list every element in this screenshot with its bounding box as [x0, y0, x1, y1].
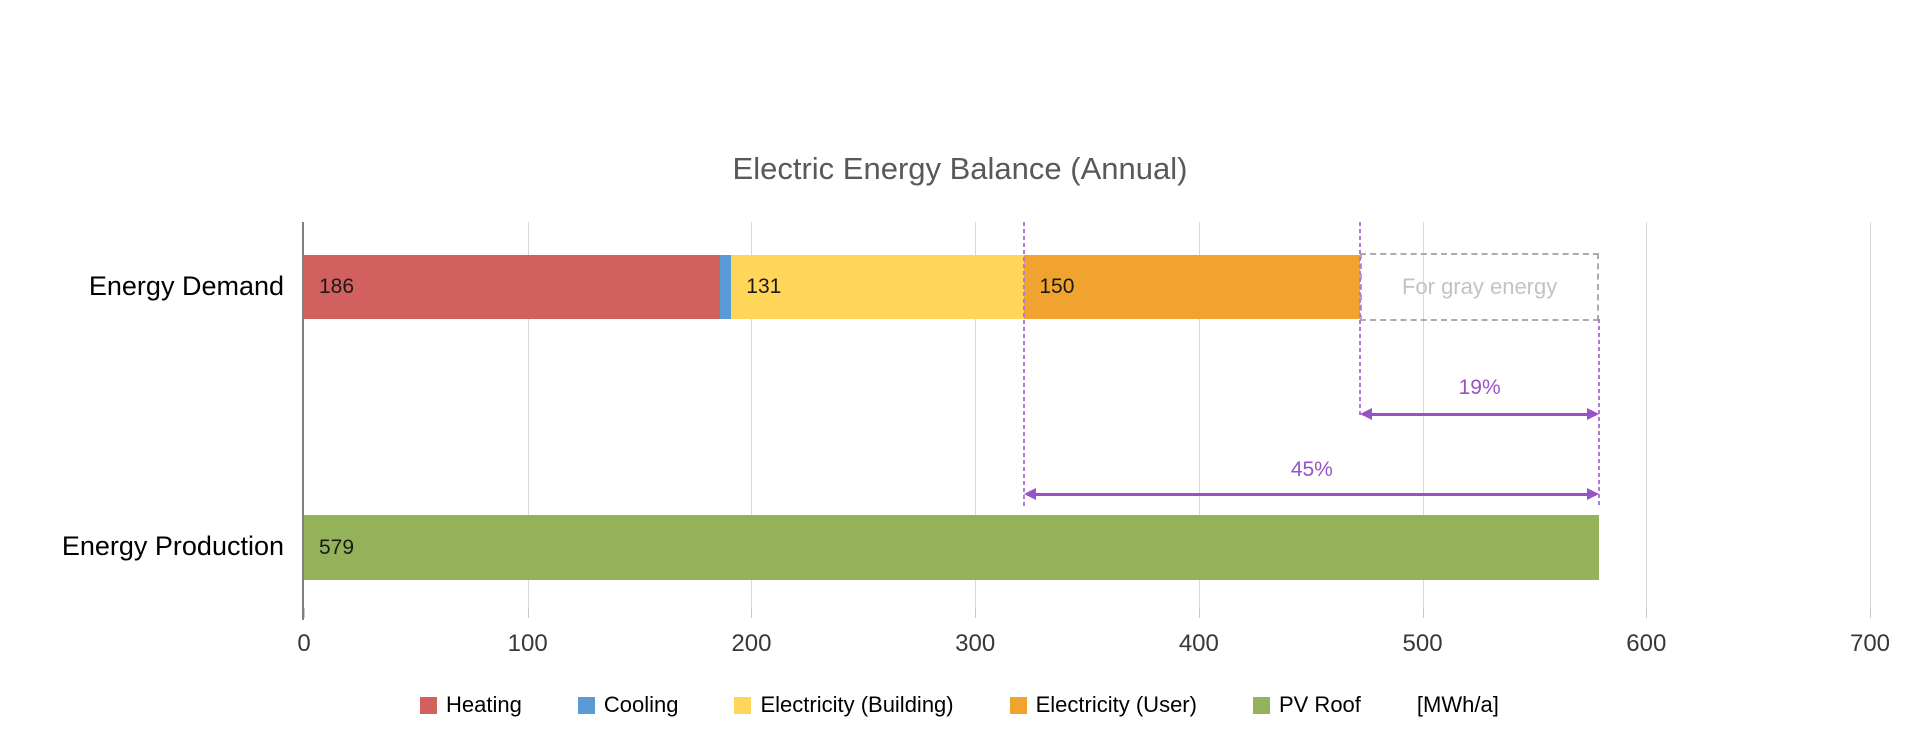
x-axis-tick-700 [1870, 608, 1871, 618]
gridline-400 [1198, 222, 1200, 608]
arrow-head-left-45 [1024, 488, 1037, 500]
chart-title: Electric Energy Balance (Annual) [732, 151, 1188, 186]
legend-label-pv-roof: PV Roof [1278, 692, 1361, 717]
guide-line-322 [1023, 222, 1026, 506]
gray-energy-label: For gray energy [1401, 274, 1558, 299]
x-axis-tick-500 [1422, 608, 1424, 618]
gridline-200 [751, 222, 753, 608]
bar-segment-heating: 186 [304, 255, 721, 319]
x-axis-tick-400 [1198, 608, 1200, 618]
legend-unit-label: [MWh/a] [1416, 692, 1499, 717]
gray-energy-box: For gray energy [1359, 253, 1600, 321]
x-axis-tick-300 [975, 608, 977, 618]
legend-label-electricity-user: Electricity (User) [1035, 692, 1197, 717]
bar-segment-cooling [720, 255, 732, 319]
x-axis-tick-200 [751, 608, 753, 618]
x-axis-tick-0 [304, 608, 305, 618]
legend-item-electricity-user: Electricity (User) [1009, 692, 1197, 718]
legend-label-electricity-building: Electricity (Building) [760, 692, 954, 717]
legend-swatch-electricity-building [734, 696, 752, 714]
category-label-energy-demand: Energy Demand [88, 271, 284, 301]
x-tick-label-0: 0 [297, 630, 311, 657]
gridline-600 [1646, 222, 1648, 608]
bar-value-label-heating: 186 [319, 275, 355, 298]
legend-item-electricity-building: Electricity (Building) [734, 692, 954, 718]
legend-item-pv-roof: PV Roof [1252, 692, 1361, 718]
legend-swatch-cooling [577, 696, 595, 714]
bar-segment-electricity-user: 150 [1024, 255, 1360, 319]
legend-label-heating: Heating [446, 692, 522, 717]
bar-value-label-electricity-user: 150 [1039, 275, 1075, 298]
x-tick-label-300: 300 [955, 630, 996, 657]
legend-item-heating: Heating [420, 692, 522, 718]
annotation-label-19: 19% [1458, 376, 1501, 399]
bar-segment-pv-roof: 579 [304, 515, 1600, 580]
x-axis-tick-600 [1646, 608, 1648, 618]
arrow-head-right-45 [1587, 488, 1600, 500]
y-axis-line [302, 222, 304, 620]
legend-label-cooling: Cooling [603, 692, 679, 717]
annotation-arrow-line-45 [1027, 493, 1597, 496]
x-tick-label-700: 700 [1849, 630, 1891, 657]
arrow-head-right-19 [1587, 408, 1600, 420]
x-tick-label-500: 500 [1402, 630, 1443, 657]
guide-line-472 [1358, 222, 1361, 415]
x-tick-label-200: 200 [731, 630, 772, 657]
legend-swatch-electricity-user [1009, 696, 1027, 714]
x-tick-label-400: 400 [1178, 630, 1219, 657]
annotation-label-45: 45% [1290, 458, 1333, 481]
annotation-arrow-line-19 [1362, 413, 1597, 416]
x-tick-label-600: 600 [1626, 630, 1667, 657]
legend-item-cooling: Cooling [577, 692, 679, 718]
bar-value-label-electricity-building: 131 [746, 275, 782, 298]
plot-area: 186 131 150 579 For gray energy 19% 45% [302, 222, 1871, 620]
gridline-100 [527, 222, 529, 608]
x-axis-tick-100 [527, 608, 529, 618]
legend: Heating Cooling Electricity (Building) Elec… [420, 692, 1499, 718]
legend-swatch-heating [420, 696, 437, 714]
gridline-300 [975, 222, 977, 608]
x-tick-label-100: 100 [507, 630, 548, 657]
bar-value-label-pv-roof: 579 [319, 535, 355, 559]
arrow-head-left-19 [1359, 408, 1372, 420]
guide-line-579 [1598, 319, 1601, 506]
legend-swatch-pv-roof [1252, 696, 1270, 714]
category-label-energy-production: Energy Production [61, 531, 284, 561]
bar-segment-electricity-building: 131 [731, 255, 1025, 319]
gridline-700 [1870, 222, 1871, 608]
